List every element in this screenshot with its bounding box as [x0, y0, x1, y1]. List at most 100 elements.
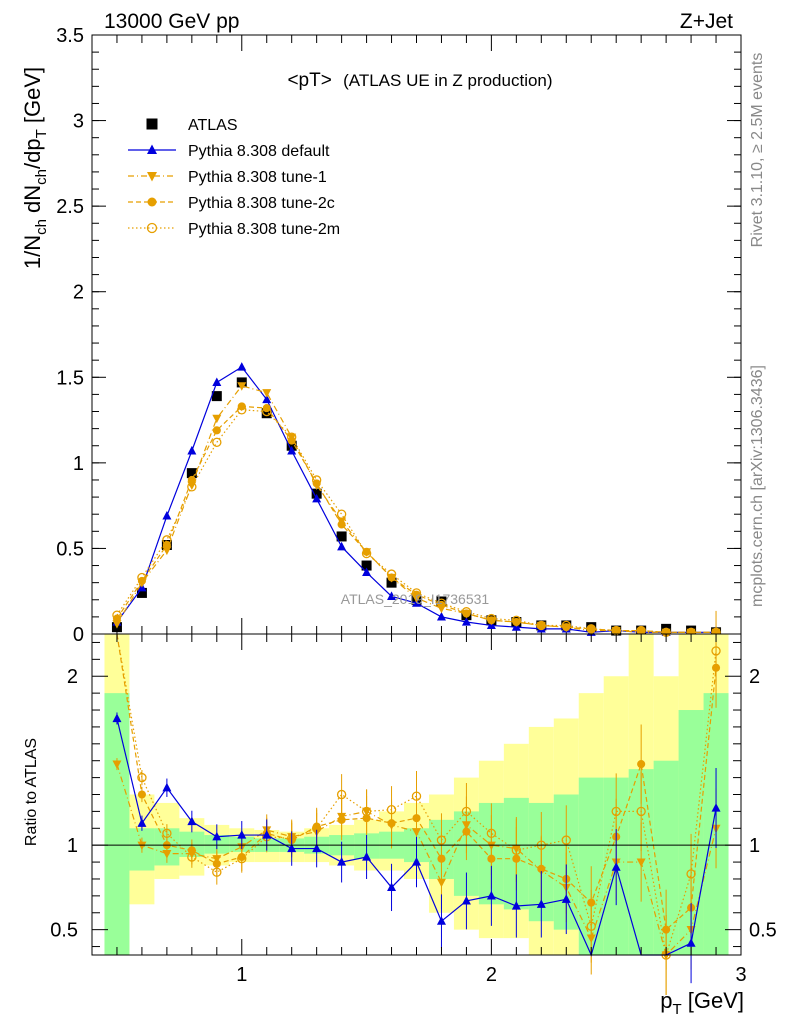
legend-label: Pythia 8.308 tune-1: [188, 169, 327, 186]
main-title: <pT> (ATLAS UE in Z production): [287, 70, 552, 91]
ratio-point: [561, 894, 571, 903]
main-point: [187, 445, 197, 455]
ratio-point: [711, 663, 721, 672]
main-point: [237, 362, 247, 371]
ratio-point: [711, 803, 721, 812]
main-point: [586, 624, 596, 634]
legend-marker: [147, 197, 157, 207]
legend-entry-0: ATLAS: [146, 117, 238, 134]
ratio-ytick-label: 0.5: [50, 920, 78, 942]
ratio-series-3: [112, 712, 721, 984]
ratio-panel: 1 2 30.5 0.51 12 2 Ratio to ATLAS pT [GeV]: [23, 610, 777, 1018]
main-point: [537, 621, 546, 630]
ratio-point: [412, 828, 421, 837]
ratio-ytick-label-right: 0.5: [749, 920, 777, 942]
main-point: [212, 377, 222, 387]
ratio-point: [412, 857, 421, 866]
main-point: [237, 405, 247, 415]
main-point: [336, 509, 347, 519]
legend-entry-3: Pythia 8.308 tune-2c: [128, 195, 335, 212]
main-point: [336, 531, 347, 542]
ratio-point: [137, 790, 146, 799]
main-point: [212, 414, 222, 424]
ratio-point: [636, 858, 646, 868]
ratio-point: [486, 890, 496, 900]
ratio-point: [337, 857, 347, 866]
main-point: [461, 617, 471, 626]
ratio-point: [611, 862, 621, 871]
main-point: [136, 587, 147, 598]
ratio-point: [187, 850, 197, 859]
ratio-point: [387, 882, 397, 892]
rivet-label: Rivet 3.1.10, ≥ 2.5M events: [749, 53, 766, 248]
ratio-point: [436, 878, 446, 888]
ratio-point: [511, 901, 521, 910]
main-point: [637, 626, 646, 635]
main-point: [362, 567, 372, 576]
main-ylabel: 1/Nch dNch/dpT [GeV]: [20, 67, 50, 269]
ratio-point: [511, 844, 521, 854]
main-point: [187, 482, 197, 492]
main-ytick-label: 2.5: [56, 196, 84, 218]
main-point: [262, 394, 272, 404]
ratio-point: [187, 816, 197, 826]
main-point: [361, 560, 372, 571]
legend-entry-2: Pythia 8.308 tune-1: [128, 169, 327, 186]
main-point: [337, 541, 347, 551]
main-point: [536, 620, 547, 631]
main-axes: 0 0.5 1 1.5 2 2.5 3 3.5: [56, 25, 742, 646]
main-point: [436, 611, 446, 621]
main-point: [587, 624, 596, 633]
ratio-point: [162, 782, 172, 792]
main-ytick-label: 1: [73, 453, 84, 475]
legend-marker: [147, 144, 157, 154]
ratio-series-layer: [112, 610, 721, 995]
legend: ATLAS Pythia 8.308 default Pythia 8.308 tu…: [128, 117, 340, 238]
main-ytick-label: 3: [73, 111, 84, 133]
legend-label: ATLAS: [188, 117, 238, 134]
main-point: [262, 406, 272, 417]
ratio-point: [536, 899, 546, 908]
main-ytick-label: 2: [73, 282, 84, 304]
legend-entry-1: Pythia 8.308 default: [128, 143, 330, 160]
main-point: [211, 391, 222, 402]
main-point: [411, 588, 422, 598]
ratio-point: [362, 852, 372, 861]
legend-label: Pythia 8.308 default: [188, 143, 330, 160]
ratio-point: [137, 818, 147, 827]
ratio-point: [237, 830, 247, 839]
main-ytick-label: 3.5: [56, 25, 84, 47]
ratio-point: [362, 807, 372, 817]
main-point: [137, 572, 147, 583]
main-point: [212, 426, 221, 435]
ratio-point: [686, 938, 696, 947]
legend-marker: [147, 172, 157, 182]
main-point: [212, 437, 222, 448]
main-ytick-label: 0.5: [56, 538, 84, 560]
main-point: [561, 620, 571, 631]
ratio-point: [112, 760, 122, 770]
main-point: [387, 591, 397, 600]
main-point: [262, 389, 272, 398]
ratio-point: [461, 895, 471, 905]
main-point: [436, 598, 447, 608]
ratio-point: [287, 843, 297, 853]
main-point: [286, 432, 297, 442]
main-point: [162, 535, 172, 545]
ratio-point: [461, 821, 471, 830]
ratio-point: [337, 812, 347, 822]
main-point: [386, 577, 397, 588]
ratio-point: [212, 831, 222, 841]
ratio-point: [561, 835, 571, 845]
main-ytick-label: 0: [73, 624, 84, 646]
ratio-point: [312, 843, 322, 853]
legend-marker: [146, 222, 158, 234]
legend-entry-4: Pythia 8.308 tune-2m: [128, 221, 340, 238]
main-point: [461, 607, 472, 617]
ratio-ytick-label-right: 1: [749, 835, 760, 857]
ratio-point: [486, 841, 496, 851]
main-point: [486, 613, 497, 624]
ratio-ytick-label: 2: [67, 666, 78, 688]
ratio-axes: 1 2 30.5 0.51 12 2: [50, 633, 777, 986]
